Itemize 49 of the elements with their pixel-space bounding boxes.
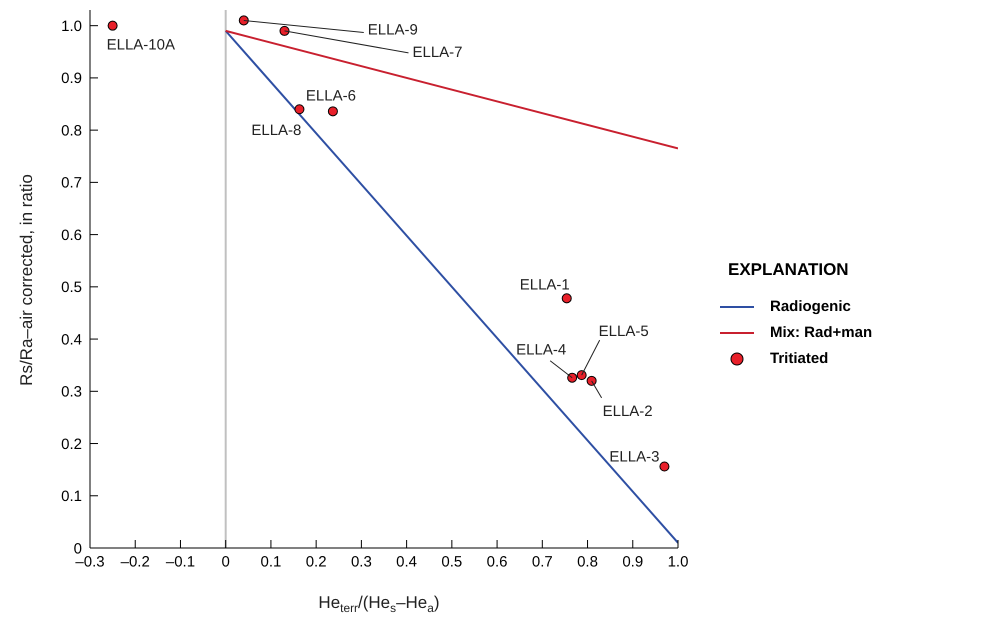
point bbox=[294, 104, 304, 114]
point bbox=[576, 370, 587, 380]
x-tick-label: 1.0 bbox=[668, 554, 688, 571]
y-axis-title: Rs/Ra–air corrected, in ratio bbox=[17, 174, 36, 386]
x-tick-label: 0.5 bbox=[441, 554, 462, 571]
legend-label: Mix: Rad+man bbox=[770, 324, 872, 341]
x-tick-label: 0 bbox=[222, 554, 230, 571]
point bbox=[659, 462, 670, 472]
point bbox=[328, 106, 338, 116]
point bbox=[279, 26, 290, 36]
x-tick-label: 0.6 bbox=[486, 554, 508, 571]
point bbox=[108, 20, 118, 31]
annotation: ELLA-7 bbox=[412, 44, 463, 61]
annotation: ELLA-2 bbox=[602, 402, 653, 420]
annotation: ELLA-3 bbox=[609, 448, 660, 466]
x-tick-label: 0.2 bbox=[306, 554, 327, 571]
y-tick-label: 0.7 bbox=[61, 174, 82, 192]
legend-label: Radiogenic bbox=[770, 298, 851, 315]
x-tick-label: –0.1 bbox=[166, 554, 196, 571]
x-tick-label: 0.1 bbox=[260, 554, 282, 571]
y-tick-label: 0.8 bbox=[61, 122, 82, 140]
annotation: ELLA-5 bbox=[598, 323, 649, 340]
y-tick-label: 0.9 bbox=[61, 70, 82, 88]
y-tick-label: 0.3 bbox=[61, 384, 82, 401]
y-tick-label: 0.1 bbox=[61, 488, 82, 506]
y-tick-label: 1.0 bbox=[61, 18, 82, 35]
y-tick-label: 0.2 bbox=[61, 436, 82, 453]
x-tick-label: 0.9 bbox=[622, 554, 644, 571]
x-tick-label: 0.7 bbox=[532, 554, 553, 571]
point bbox=[586, 376, 597, 386]
point bbox=[562, 293, 572, 304]
legend-label: Tritiated bbox=[770, 350, 828, 367]
point bbox=[567, 372, 578, 383]
point bbox=[238, 15, 249, 26]
x-tick-label: 0.4 bbox=[396, 554, 418, 571]
x-axis-title: He$_{terr}$/(He$_{s}$–He$_{a}$) bbox=[318, 593, 440, 616]
x-tick-label: 0.8 bbox=[577, 554, 598, 571]
annotation: ELLA-1 bbox=[520, 276, 570, 294]
x-tick-label: 0.3 bbox=[350, 554, 372, 571]
y-tick-label: 0.6 bbox=[61, 226, 82, 244]
x-tick-label: –0.2 bbox=[120, 554, 150, 571]
annotation: ELLA-4 bbox=[516, 342, 566, 359]
annotation: ELLA-10A bbox=[106, 36, 176, 54]
y-tick-label: 0.4 bbox=[61, 331, 82, 348]
annotation: ELLA-6 bbox=[306, 87, 356, 104]
annotation: ELLA-9 bbox=[368, 21, 418, 38]
y-tick-label: 0.5 bbox=[61, 279, 82, 296]
legend-title: EXPLANATION bbox=[728, 260, 850, 280]
annotation: ELLA-8 bbox=[251, 122, 302, 140]
